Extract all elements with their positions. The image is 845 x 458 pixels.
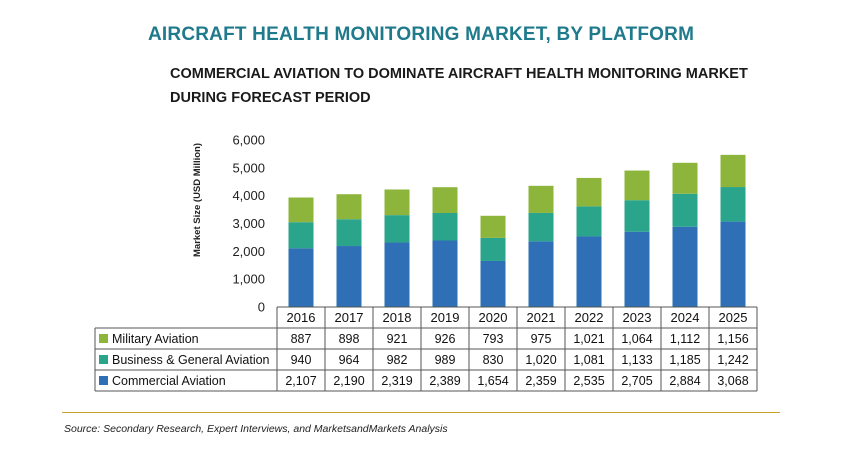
legend-swatch xyxy=(99,334,108,343)
bar-segment xyxy=(672,193,698,227)
x-tick-label: 2022 xyxy=(575,310,604,325)
bar-segment xyxy=(720,187,746,222)
y-tick-label: 5,000 xyxy=(232,160,265,175)
bar-segment xyxy=(336,246,362,307)
x-tick-label: 2021 xyxy=(527,310,556,325)
data-label: 2,190 xyxy=(333,374,364,388)
data-label: 975 xyxy=(531,332,552,346)
bar-segment xyxy=(528,241,554,307)
data-label: 793 xyxy=(483,332,504,346)
x-tick-label: 2016 xyxy=(287,310,316,325)
bar-segment xyxy=(720,221,746,307)
bar-segment xyxy=(384,189,410,216)
bar-segment xyxy=(288,197,314,223)
bar-segment xyxy=(720,154,746,188)
bar-segment xyxy=(672,162,698,194)
bar-segment xyxy=(624,170,650,201)
bar-segment xyxy=(432,187,458,213)
data-label: 1,021 xyxy=(573,332,604,346)
bar-segment xyxy=(576,177,602,207)
data-label: 830 xyxy=(483,353,504,367)
bar-segment xyxy=(432,240,458,307)
y-tick-label: 4,000 xyxy=(232,188,265,203)
chart-subtitle: COMMERCIAL AVIATION TO DOMINATE AIRCRAFT… xyxy=(170,62,810,110)
bar-segment xyxy=(528,185,554,213)
bar-segment xyxy=(384,242,410,307)
data-label: 2,535 xyxy=(573,374,604,388)
source-note: Source: Secondary Research, Expert Inter… xyxy=(64,423,448,435)
data-label: 1,242 xyxy=(717,353,748,367)
legend-swatch xyxy=(99,355,108,364)
bar-segment xyxy=(336,194,362,220)
bar-segment xyxy=(480,260,506,307)
data-label: 2,884 xyxy=(669,374,700,388)
data-label: 926 xyxy=(435,332,456,346)
data-label: 982 xyxy=(387,353,408,367)
data-label: 2,107 xyxy=(285,374,316,388)
data-label: 887 xyxy=(291,332,312,346)
bar-segment xyxy=(480,215,506,238)
y-tick-label: 0 xyxy=(258,300,265,315)
subtitle-line-1: COMMERCIAL AVIATION TO DOMINATE AIRCRAFT… xyxy=(170,66,748,82)
data-label: 1,156 xyxy=(717,332,748,346)
data-label: 2,359 xyxy=(525,374,556,388)
x-tick-label: 2020 xyxy=(479,310,508,325)
data-label: 1,020 xyxy=(525,353,556,367)
bar-segment xyxy=(480,237,506,261)
data-label: 1,112 xyxy=(670,332,700,346)
source-divider xyxy=(62,412,780,413)
y-tick-label: 1,000 xyxy=(232,272,265,287)
subtitle-line-2: DURING FORECAST PERIOD xyxy=(170,90,371,106)
bar-segment xyxy=(672,226,698,307)
chart-title: AIRCRAFT HEALTH MONITORING MARKET, BY PL… xyxy=(148,24,695,45)
legend-label: Military Aviation xyxy=(112,332,199,346)
bar-segment xyxy=(624,200,650,232)
data-label: 1,081 xyxy=(573,353,604,367)
x-tick-label: 2024 xyxy=(671,310,700,325)
bar-segment xyxy=(336,219,362,247)
y-tick-label: 3,000 xyxy=(232,216,265,231)
data-label: 1,654 xyxy=(477,374,508,388)
data-label: 1,133 xyxy=(621,353,652,367)
y-tick-label: 6,000 xyxy=(232,133,265,148)
stacked-bar-chart: 0 1,000 2,000 3,000 4,000 5,000 6,000 Market Si… xyxy=(94,133,758,392)
x-tick-label: 2019 xyxy=(431,310,460,325)
x-tick-label: 2017 xyxy=(335,310,364,325)
data-label: 989 xyxy=(435,353,456,367)
data-label: 1,064 xyxy=(621,332,652,346)
y-axis-label: Market Size (USD Million) xyxy=(192,143,203,257)
bar-segment xyxy=(288,248,314,307)
bar-segment xyxy=(384,215,410,243)
data-label: 921 xyxy=(387,332,408,346)
bar-segment xyxy=(528,212,554,242)
x-tick-label: 2018 xyxy=(383,310,412,325)
x-tick-label: 2023 xyxy=(623,310,652,325)
data-label: 2,389 xyxy=(429,374,460,388)
x-tick-label: 2025 xyxy=(719,310,748,325)
legend-swatch xyxy=(99,376,108,385)
bar-segment xyxy=(576,206,602,237)
data-label: 940 xyxy=(291,353,312,367)
data-label: 2,319 xyxy=(381,374,412,388)
legend-label: Business & General Aviation xyxy=(112,353,270,367)
data-label: 1,185 xyxy=(669,353,700,367)
data-label: 898 xyxy=(339,332,360,346)
bar-segment xyxy=(576,236,602,307)
data-label: 3,068 xyxy=(717,374,748,388)
data-label: 964 xyxy=(339,353,360,367)
y-tick-label: 2,000 xyxy=(232,244,265,259)
bar-segment xyxy=(624,231,650,307)
bar-segment xyxy=(432,212,458,241)
data-label: 2,705 xyxy=(621,374,652,388)
bar-segment xyxy=(288,222,314,249)
legend-label: Commercial Aviation xyxy=(112,374,226,388)
